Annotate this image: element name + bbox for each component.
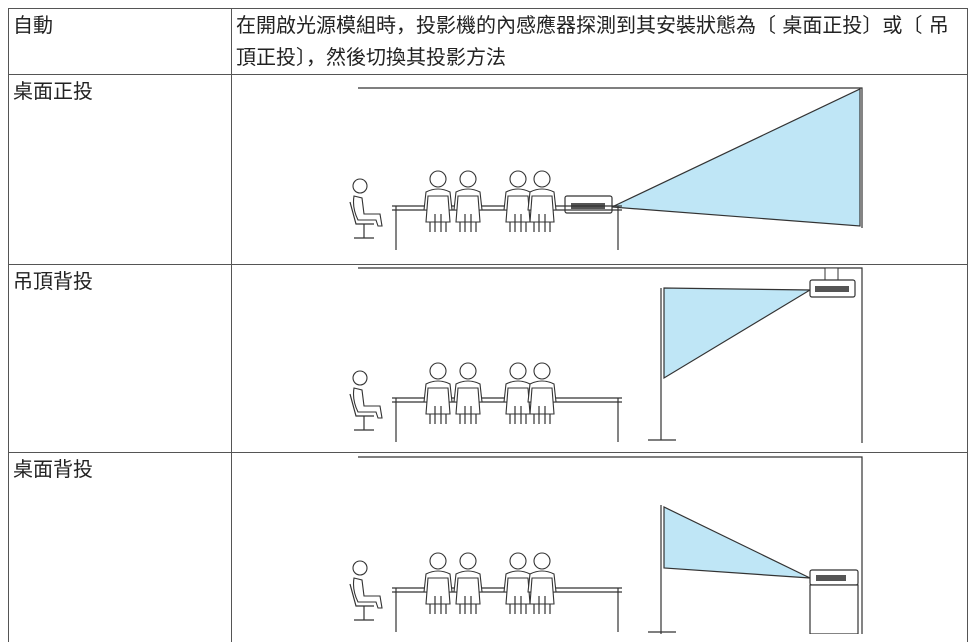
mode-label: 桌面背投: [8, 452, 232, 642]
projector-detail: [816, 575, 846, 581]
ceiling-mount: [824, 267, 839, 281]
illustration-cell: [231, 452, 968, 642]
projector-detail: [815, 286, 849, 292]
projection-beam: [609, 88, 861, 227]
scene-desktop-front: [350, 87, 863, 250]
scene-ceiling-rear: [350, 267, 863, 443]
projection-beam: [663, 506, 811, 579]
table: 自動 在開啟光源模組時，投影機的內感應器探測到其安裝狀態為〔 桌面正投〕或〔 吊…: [8, 8, 968, 642]
projection-beam: [663, 287, 813, 380]
projector-stand: [809, 584, 859, 634]
scene-desktop-rear: [350, 456, 863, 634]
